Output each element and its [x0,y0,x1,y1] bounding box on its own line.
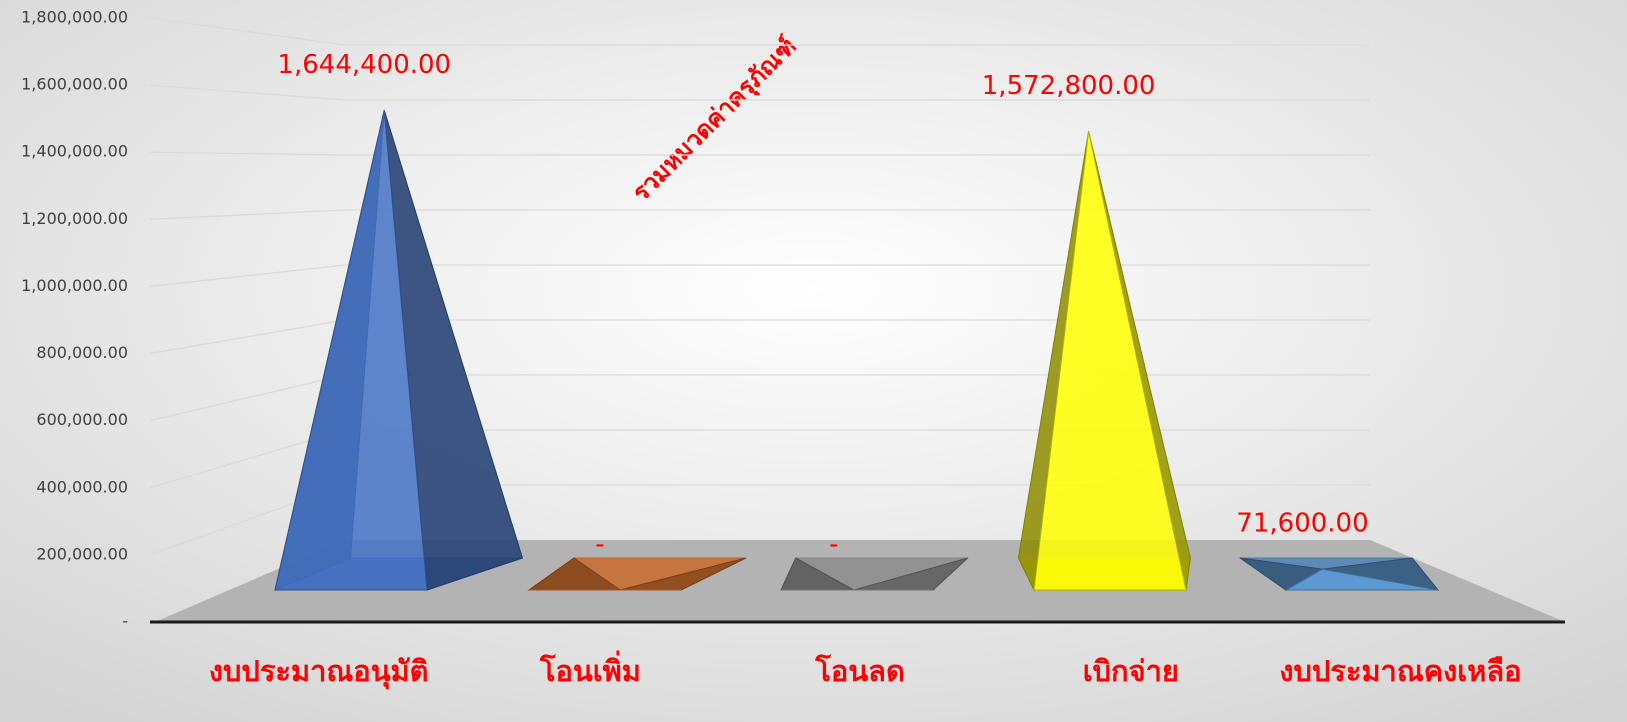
pyramid-front [1284,568,1439,591]
value-label: - [595,530,604,560]
x-tick-label: งบประมาณคงเหลือ [1279,654,1521,688]
pyramid [274,110,524,591]
value-label: 71,600.00 [1236,509,1368,539]
y-tick-label: 1,200,000.00 [21,209,128,228]
y-tick-label: 1,000,000.00 [21,276,128,295]
value-label: - [829,530,838,560]
y-tick-label: 1,600,000.00 [21,75,128,94]
value-label: 1,572,800.00 [982,71,1156,101]
y-tick-label: 600,000.00 [36,410,128,429]
pyramid [1017,131,1191,592]
grid-line [149,264,1370,288]
y-tick-label: 800,000.00 [36,343,128,362]
grid-line [149,151,1370,156]
grid-line [149,84,1370,101]
pyramid [780,557,970,591]
y-tick-label: 1,400,000.00 [21,142,128,161]
pyramid [1238,557,1440,591]
value-label: 1,644,400.00 [277,50,451,80]
y-tick-label: 200,000.00 [36,544,128,563]
pyramid-front [274,110,428,591]
pyramid-front [1033,131,1187,591]
x-tick-label: โอนเพิ่ม [539,650,641,688]
grid-line [149,17,1370,46]
y-tick-label: - [122,612,128,631]
x-tick-label: โอนลด [814,653,904,688]
pyramid [527,557,747,591]
x-tick-label: งบประมาณอนุมัติ [209,654,429,689]
y-tick-label: 1,800,000.00 [21,8,128,27]
grid-line [149,209,1370,220]
x-tick-label: เบิกจ่าย [1083,654,1179,688]
y-tick-label: 400,000.00 [36,477,128,496]
